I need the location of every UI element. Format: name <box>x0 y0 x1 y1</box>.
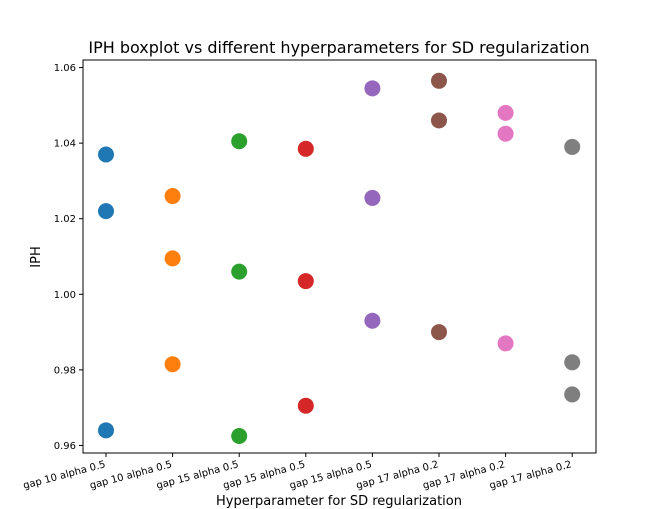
data-point <box>297 397 314 414</box>
data-point <box>564 354 581 371</box>
y-tick-label: 0.98 <box>54 365 76 376</box>
data-point <box>564 386 581 403</box>
data-point <box>364 189 381 206</box>
y-tick-label: 0.96 <box>54 441 76 452</box>
data-point <box>431 112 447 129</box>
y-tick-label: 1.00 <box>54 290 76 301</box>
y-axis-label: IPH <box>29 246 44 267</box>
data-point <box>164 250 181 267</box>
y-tick-label: 1.02 <box>54 214 76 225</box>
data-point <box>231 133 248 150</box>
data-point <box>98 203 114 220</box>
data-point <box>364 80 381 97</box>
data-point <box>98 422 114 439</box>
y-tick-label: 1.06 <box>54 63 76 74</box>
data-point <box>364 312 381 329</box>
data-point <box>297 273 314 290</box>
chart-title: IPH boxplot vs different hyperparameters… <box>88 38 589 57</box>
data-point <box>164 356 181 373</box>
data-point <box>497 335 514 352</box>
x-axis-label: Hyperparameter for SD regularization <box>216 494 462 509</box>
data-point <box>497 104 514 121</box>
data-point <box>431 72 447 89</box>
data-point <box>564 138 581 155</box>
data-point <box>231 263 248 280</box>
data-point <box>297 140 314 157</box>
data-point <box>98 146 114 163</box>
data-points <box>98 72 581 444</box>
data-point <box>497 125 514 142</box>
y-axis-ticks: 0.96 0.98 1.00 1.02 1.04 1.06 <box>54 63 83 452</box>
data-point <box>431 324 447 341</box>
data-point <box>231 427 248 444</box>
data-point <box>164 188 181 205</box>
y-tick-label: 1.04 <box>54 139 76 150</box>
plot-frame <box>82 59 597 454</box>
